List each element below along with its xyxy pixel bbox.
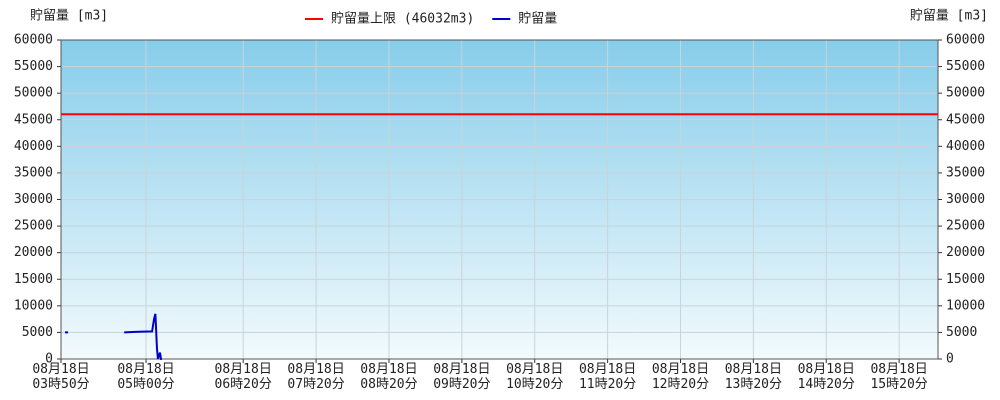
y2-tick-label: 35000 [946,165,985,180]
y2-tick-label: 55000 [946,59,985,74]
y-tick-label: 40000 [14,139,53,154]
y2-tick-label: 0 [946,352,954,367]
y-tick-label: 15000 [14,272,53,287]
y-tick-label: 10000 [14,298,53,313]
x-tick-label: 08月18日 11時20分 [578,362,637,392]
x-tick-label: 08月18日 13時20分 [724,362,783,392]
y2-tick-label: 40000 [946,139,985,154]
y2-tick-label: 30000 [946,192,985,207]
x-tick-label: 08月18日 08時20分 [360,362,418,392]
x-tick-label: 08月18日 15時20分 [870,362,928,392]
y-tick-label: 20000 [14,245,53,260]
y-tick-label: 30000 [14,192,53,207]
legend-label: 貯留量上限 (46032m3) [331,12,474,27]
x-tick-label: 08月18日 14時20分 [797,362,855,392]
plot-frame [60,39,939,360]
y-tick-label: 60000 [14,33,53,48]
y2-tick-label: 50000 [946,86,985,101]
y2-tick-label: 5000 [946,325,977,340]
data-line [65,313,162,360]
x-tick-label: 08月18日 06時20分 [214,362,272,392]
x-tick-label: 08月18日 12時20分 [651,362,710,392]
x-tick-label: 08月18日 10時20分 [506,362,564,392]
x-tick-label: 08月18日 03時50分 [32,362,90,392]
x-tick-label: 08月18日 05時00分 [117,362,175,392]
y2-axis-title: 貯留量 [m3] [910,9,988,24]
y2-tick-label: 15000 [946,272,985,287]
y-tick-label: 25000 [14,219,53,234]
legend-label: 貯留量 [518,12,557,27]
y-tick-label: 55000 [14,59,53,74]
y-tick-label: 50000 [14,86,53,101]
y2-tick-label: 20000 [946,245,985,260]
y-tick-label: 0 [45,352,53,367]
y2-tick-label: 60000 [946,33,985,48]
y-axis-title: 貯留量 [m3] [30,9,108,24]
y2-tick-label: 10000 [946,298,985,313]
x-tick-label: 08月18日 09時20分 [433,362,491,392]
y2-tick-label: 45000 [946,112,985,127]
y-tick-label: 35000 [14,165,53,180]
x-tick-label: 08月18日 07時20分 [287,362,345,392]
y-tick-label: 5000 [22,325,53,340]
y-tick-label: 45000 [14,112,53,127]
y2-tick-label: 25000 [946,219,985,234]
